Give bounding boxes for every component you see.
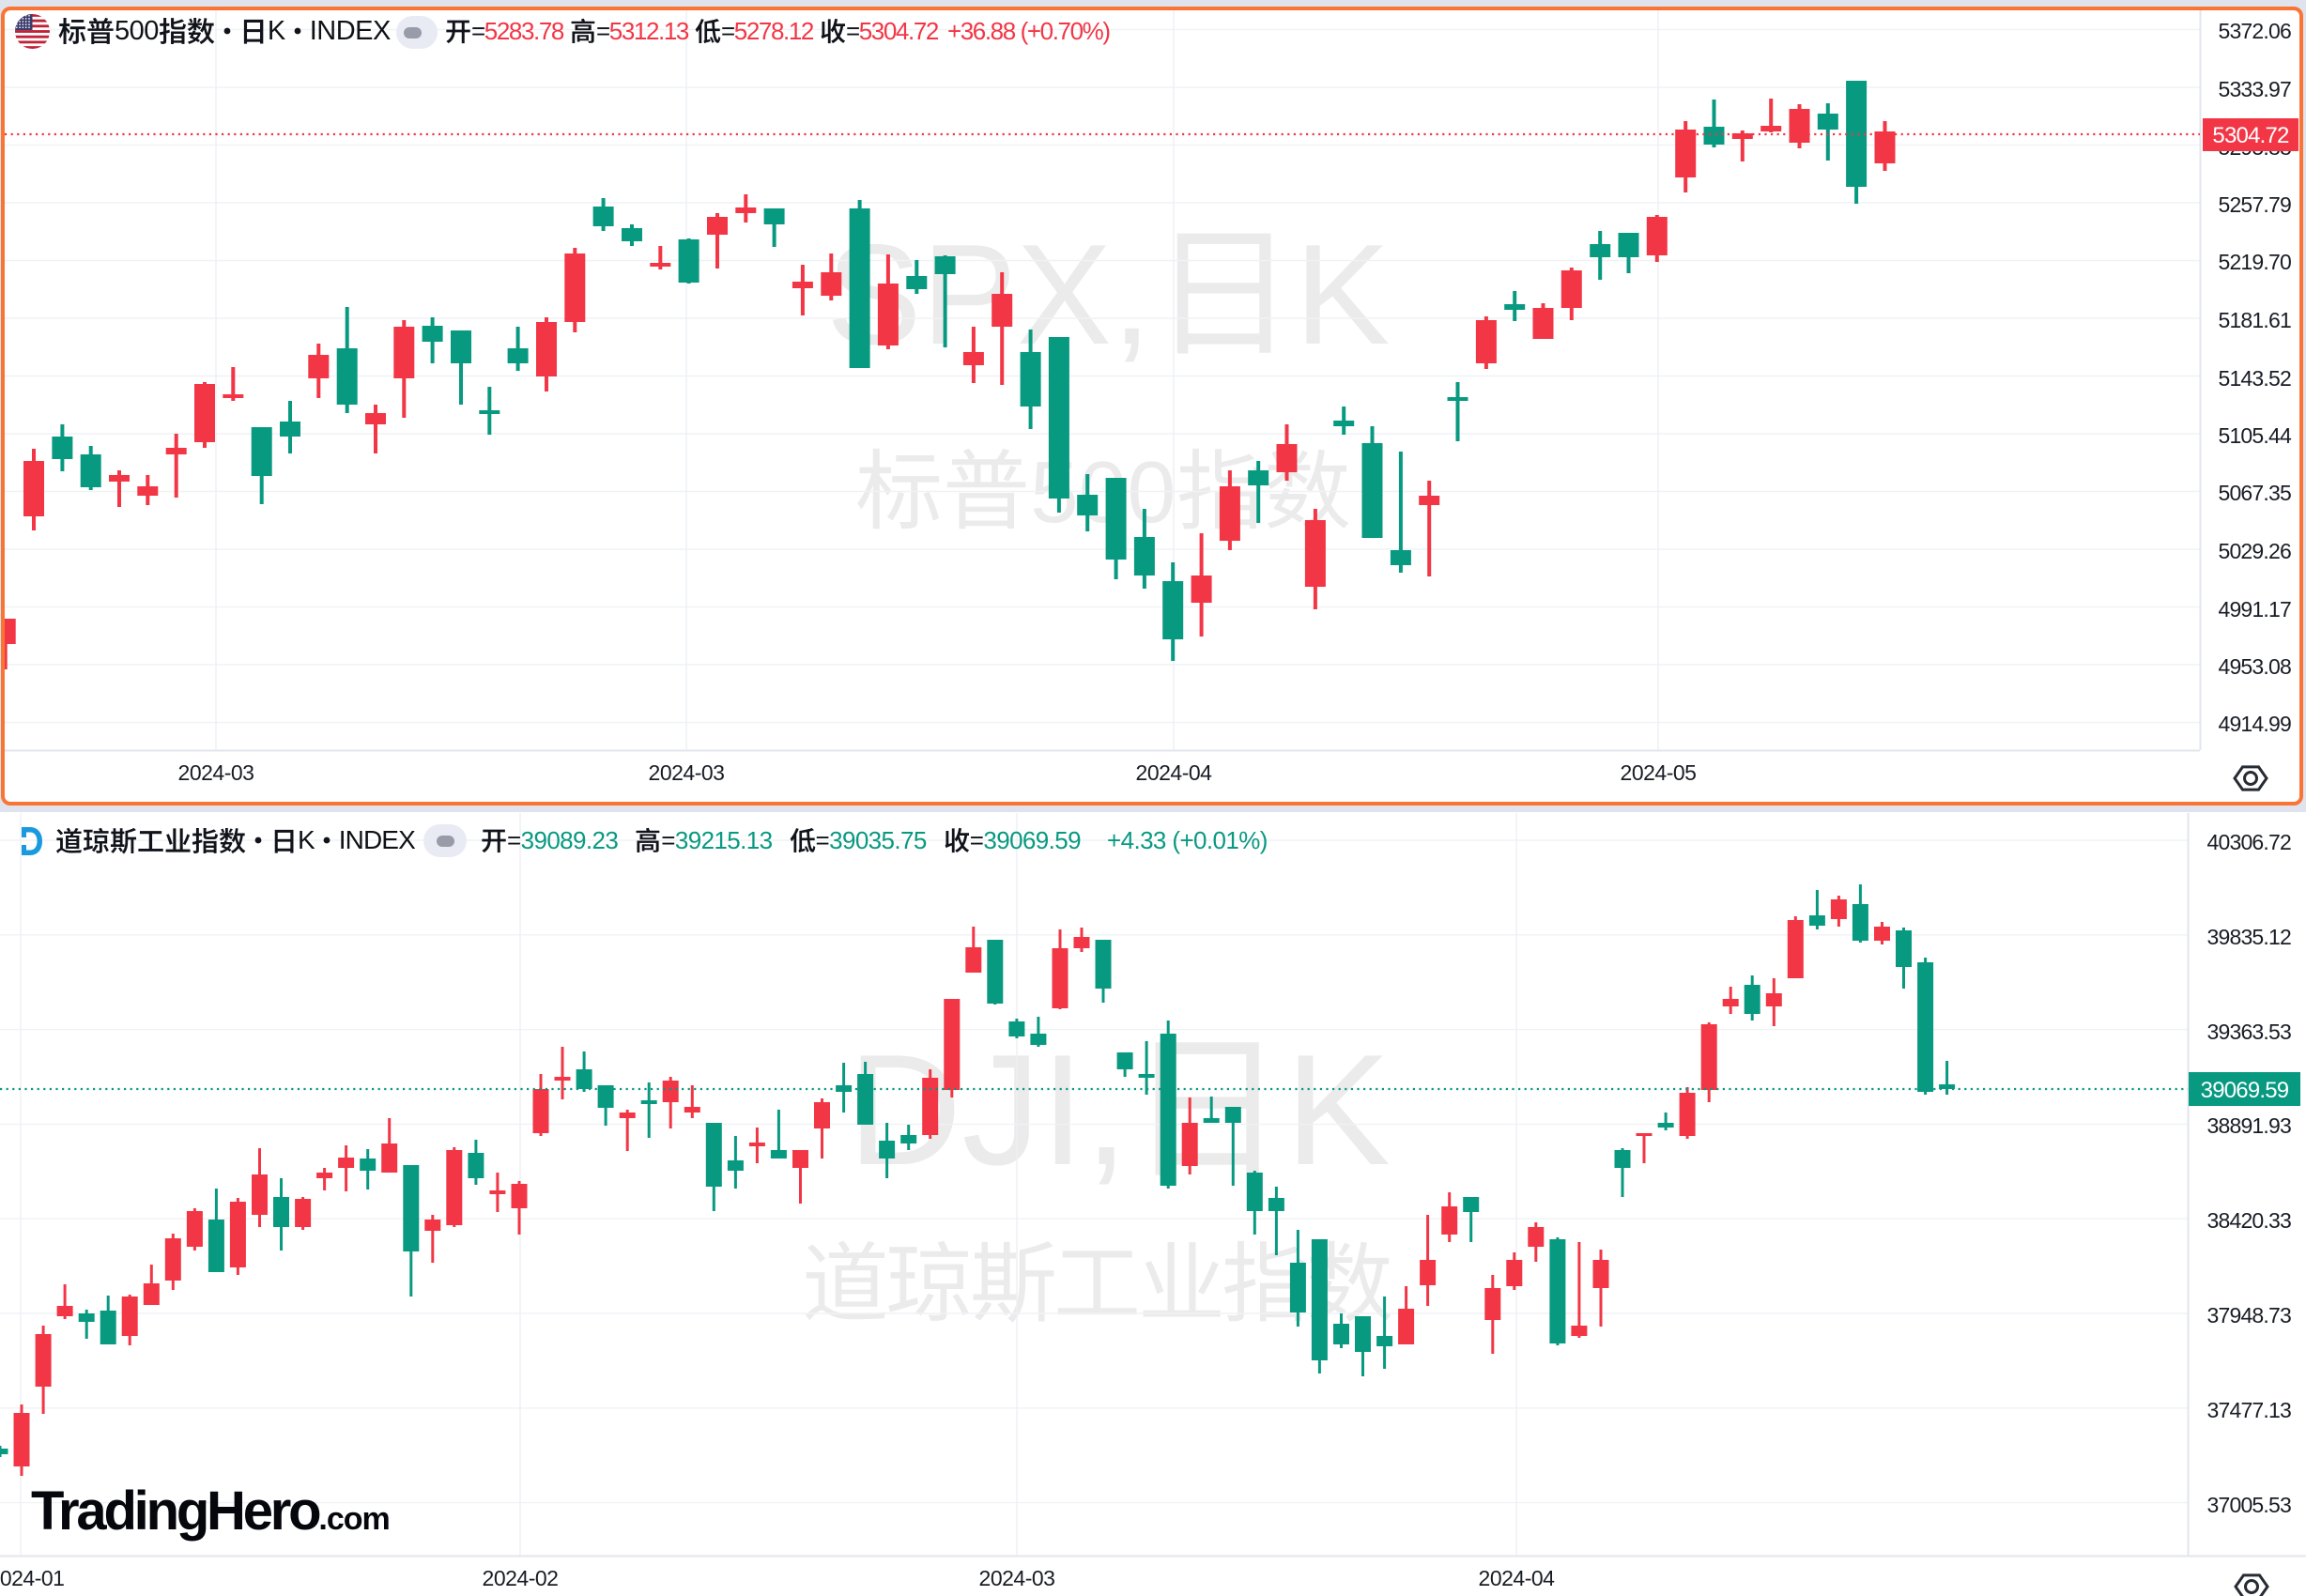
svg-text:DJI,: DJI, — [848, 1021, 1129, 1198]
svg-text:SPX,: SPX, — [826, 215, 1151, 375]
svg-text:K: K — [1285, 1021, 1391, 1198]
svg-text:K: K — [1295, 215, 1390, 375]
